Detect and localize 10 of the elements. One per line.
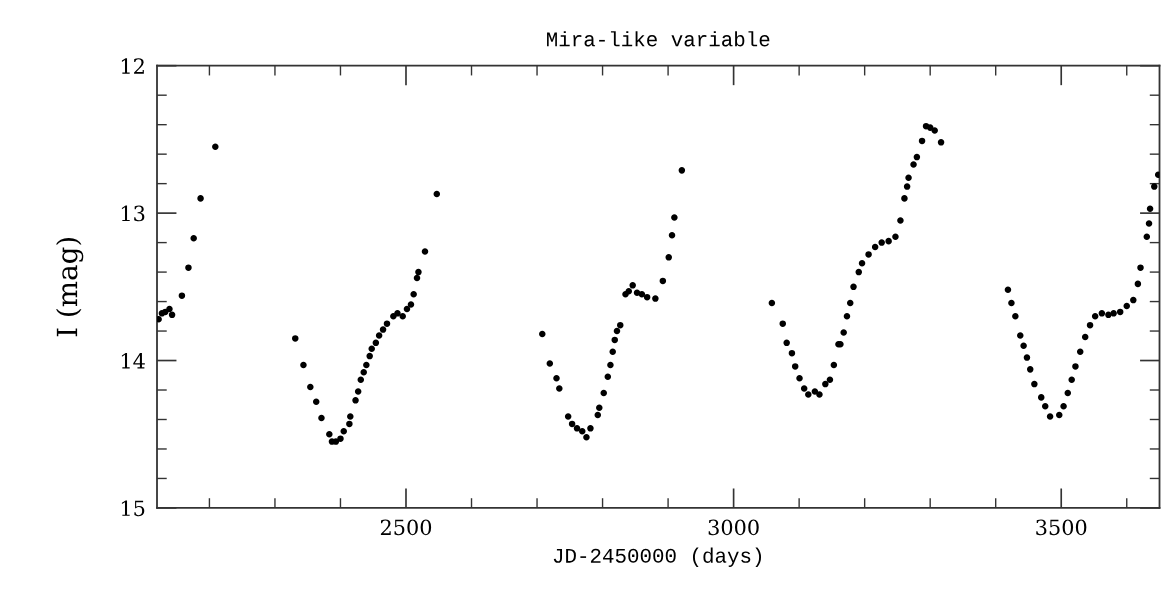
- x-tick-label: 2500: [380, 519, 432, 536]
- y-tick-label: 15: [121, 500, 145, 517]
- x-tick-label: 3500: [1036, 519, 1087, 536]
- y-tick-label: 12: [121, 58, 144, 74]
- y-axis-title: I (mag): [55, 237, 84, 337]
- x-tick-label: 3000: [708, 519, 759, 536]
- chart-title: Mira-like variable: [547, 31, 770, 47]
- y-tick-label: 13: [121, 205, 145, 222]
- x-axis-title: JD-2450000 (days): [553, 547, 762, 567]
- y-tick-label: 14: [121, 352, 145, 369]
